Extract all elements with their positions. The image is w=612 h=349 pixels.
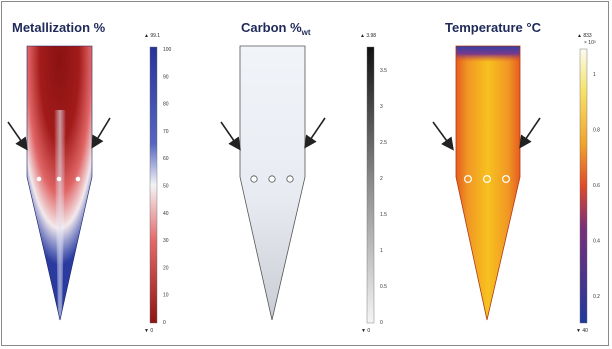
reactor-shaft-metallization xyxy=(26,45,93,321)
colorbar-min-label: ▼ 40 xyxy=(576,328,588,334)
panel-title: Metallization % xyxy=(12,20,106,35)
colorbar-tick-label: 1.5 xyxy=(380,212,387,218)
colorbar-tick-label: 1 xyxy=(593,72,596,78)
colorbar-exponent: × 10³ xyxy=(584,40,596,46)
colorbar-tick-label: 100 xyxy=(163,47,172,53)
panel-title: Temperature °C xyxy=(445,20,542,35)
colorbar-tick-label: 80 xyxy=(163,102,169,108)
colorbar-tick-label: 30 xyxy=(163,238,169,244)
inlet-arrow-icon xyxy=(220,121,241,151)
gas-port-icon xyxy=(250,175,258,183)
colorbar-tick-label: 2.5 xyxy=(380,140,387,146)
colorbar-tick-label: 2 xyxy=(380,176,383,182)
colorbar-tick-label: 70 xyxy=(163,129,169,135)
reactor-shaft-temperature xyxy=(455,45,521,321)
colorbar-tick-label: 90 xyxy=(163,74,169,80)
gas-port-icon xyxy=(56,176,62,182)
colorbar-tick-label: 3 xyxy=(380,104,383,110)
panel-title: Carbon %wt xyxy=(241,20,311,37)
gas-port-icon xyxy=(286,175,294,183)
inlet-arrow-icon xyxy=(7,121,28,151)
inlet-arrow-icon xyxy=(432,121,454,151)
colorbar-tick-label: 60 xyxy=(163,156,169,162)
inlet-arrow-icon xyxy=(304,117,326,149)
colorbar-tick-label: 0.2 xyxy=(593,294,600,300)
colorbar-tick-label: 0 xyxy=(163,320,166,326)
colorbar-tick-label: 20 xyxy=(163,265,169,271)
gas-port-icon xyxy=(75,176,81,182)
colorbar-tick-label: 1 xyxy=(380,248,383,254)
colorbar-max-label: ▲ 833 xyxy=(577,33,592,39)
inlet-arrow-icon xyxy=(519,117,541,149)
panel-carbon: Carbon %wt ▲ 3.98 3.5 3 2.5 2 1.5 1 0.5 0 ▼ 0 xyxy=(220,20,387,334)
colorbar-tick-label: 0.4 xyxy=(593,239,600,245)
gas-port-icon xyxy=(483,175,492,184)
gas-port-icon xyxy=(268,175,276,183)
panel-temperature: Temperature °C ▲ 833 × 10³ 1 0.8 0.6 0.4 0.2… xyxy=(432,20,600,334)
colorbar-tick-label: 0 xyxy=(380,320,383,326)
colorbar-tick-label: 0.5 xyxy=(380,284,387,290)
colorbar-max-label: ▲ 99.1 xyxy=(144,33,160,39)
colorbar-tick-label: 3.5 xyxy=(380,68,387,74)
gas-port-icon xyxy=(36,176,42,182)
colorbar-tick-label: 40 xyxy=(163,211,169,217)
gas-port-icon xyxy=(464,175,473,184)
reactor-shaft-carbon xyxy=(239,45,306,321)
colorbar-min-label: ▼ 0 xyxy=(144,328,153,334)
gas-port-icon xyxy=(502,175,511,184)
inlet-arrow-icon xyxy=(91,117,111,149)
panel-metallization: Metallization % ▲ 99.1 10090807060504030… xyxy=(7,20,172,334)
colorbar-temperature: ▲ 833 × 10³ 1 0.8 0.6 0.4 0.2 ▼ 40 xyxy=(576,33,600,334)
colorbar-carbon: ▲ 3.98 3.5 3 2.5 2 1.5 1 0.5 0 ▼ 0 xyxy=(360,33,387,334)
colorbar-max-label: ▲ 3.98 xyxy=(360,33,376,39)
colorbar-tick-label: 10 xyxy=(163,293,169,299)
colorbar-tick-label: 0.6 xyxy=(593,183,600,189)
colorbar-min-label: ▼ 0 xyxy=(361,328,370,334)
colorbar-tick-label: 0.8 xyxy=(593,128,600,134)
colorbar-tick-label: 50 xyxy=(163,184,169,190)
